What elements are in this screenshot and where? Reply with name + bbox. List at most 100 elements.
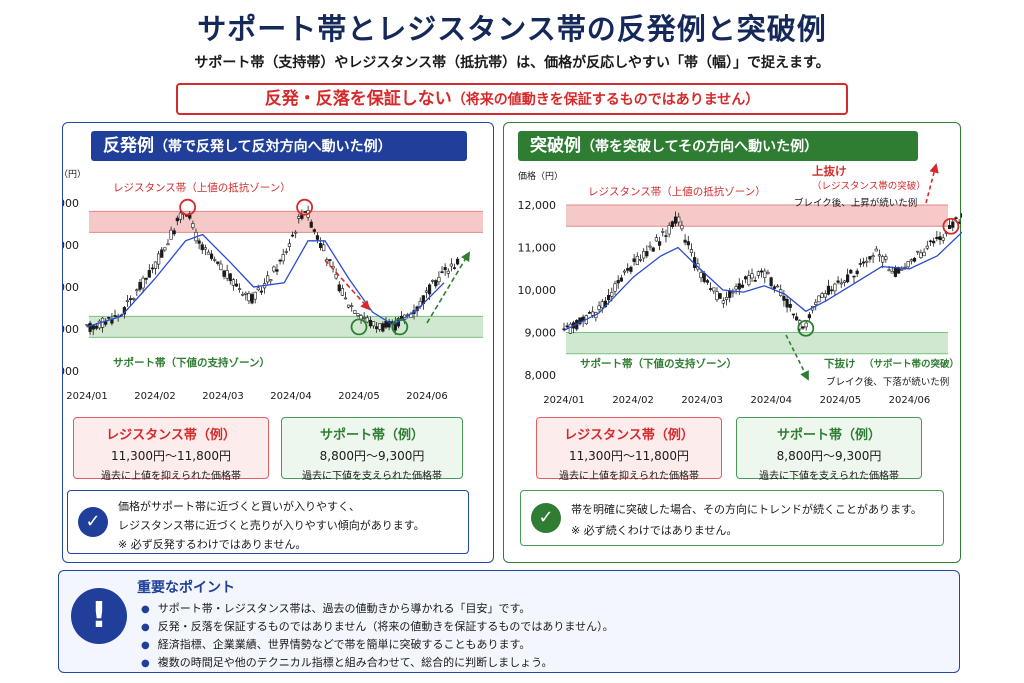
- candle-body: [932, 240, 936, 244]
- candle-body: [645, 251, 649, 257]
- candle-body: [166, 243, 170, 246]
- key-point-item: 複数の時間足や他のテクニカル指標と組み合わせて、総合的に判断しましょう。: [141, 654, 553, 670]
- candle-body: [216, 261, 220, 264]
- candle-body: [85, 324, 89, 326]
- candle-body: [763, 270, 767, 278]
- candle-body: [731, 291, 735, 294]
- candle-body: [440, 271, 444, 273]
- candle-body: [871, 255, 875, 257]
- candle-body: [269, 279, 273, 282]
- candle-body: [250, 294, 254, 304]
- candle-body: [900, 269, 904, 271]
- x-tick-label: 2024/03: [202, 391, 244, 402]
- candle-body: [626, 268, 630, 271]
- resistance-box-title: レジスタンス帯（例）: [564, 428, 694, 443]
- candle-body: [874, 248, 878, 252]
- candle-body: [434, 280, 438, 287]
- key-point-item: 経済指標、企業業績、世界情勢などで帯を簡単に突破することもあります。: [141, 636, 531, 652]
- rebound-support-box: サポート帯（例） 8,800円〜9,300円 過去に下値を支えられた価格帯: [281, 417, 463, 482]
- candle-body: [125, 300, 130, 303]
- candle-body: [113, 315, 117, 317]
- candle-body: [356, 313, 360, 316]
- candle-body: [788, 304, 792, 308]
- candle-body: [591, 311, 595, 316]
- rebound-note: ✓ 価格がサポート帯に近づくと買いが入りやすく、 レジスタンス帯に近づくと売りが…: [67, 490, 469, 554]
- candle-body: [328, 259, 332, 261]
- candle-body: [826, 285, 831, 295]
- candle-body: [138, 282, 142, 290]
- candle-body: [769, 277, 773, 287]
- candle-body: [350, 305, 354, 307]
- candle-body: [772, 286, 776, 289]
- resistance-band: [89, 211, 483, 233]
- breakout-down-desc: ブレイク後、下落が続いた例: [826, 376, 949, 388]
- resistance-band-label: レジスタンス帯（上値の抵抗ゾーン）: [113, 181, 291, 194]
- y-tick-label: 11,000: [63, 239, 79, 252]
- candle-body: [597, 305, 601, 310]
- support-band: [89, 316, 483, 338]
- x-tick-label: 2024/05: [820, 395, 862, 406]
- candle-body: [135, 289, 139, 292]
- breakout-heading-sub: （帯を突破してその方向へ動いた例）: [581, 139, 819, 155]
- candle-body: [667, 225, 671, 235]
- moving-average-line: [563, 231, 962, 331]
- support-box-title: サポート帯（例）: [776, 428, 881, 443]
- support-box-title: サポート帯（例）: [319, 428, 424, 443]
- candle-body: [443, 267, 447, 271]
- candle-body: [689, 249, 694, 253]
- reaction-point-circle: [942, 217, 960, 235]
- reaction-point-circle: [797, 319, 815, 337]
- x-tick-label: 2024/01: [543, 395, 585, 406]
- candle-body: [724, 297, 729, 300]
- x-tick-label: 2024/04: [270, 391, 312, 402]
- candle-body: [718, 293, 722, 299]
- candle-body: [259, 290, 264, 293]
- breakout-down-sub: （サポート帯の突破）: [864, 358, 959, 370]
- breakout-up-desc: ブレイク後、上昇が続いた例: [794, 197, 917, 209]
- candle-body: [673, 216, 678, 224]
- candle-body: [132, 298, 136, 300]
- candle-body: [941, 237, 945, 241]
- candle-body: [654, 237, 659, 242]
- y-axis-label: 価格（円）: [63, 168, 86, 180]
- candle-body: [343, 297, 348, 300]
- candle-body: [842, 280, 847, 283]
- candle-body: [775, 285, 780, 288]
- rise-arrow: [426, 251, 470, 324]
- candle-body: [839, 282, 843, 285]
- breakout-up-label: 上抜け: [812, 164, 847, 178]
- candle-body: [141, 277, 145, 289]
- warning-banner: 反発・反落を保証しない（将来の値動きを保証するものではありません）: [176, 83, 848, 115]
- page-title: サポート帯とレジスタンス帯の反発例と突破例: [197, 12, 827, 46]
- candle-body: [795, 316, 799, 321]
- breakout-down-arrow: [785, 334, 809, 381]
- rebound-note-line: レジスタンス帯に近づくと売りが入りやすい傾向があります。: [118, 519, 425, 532]
- candle-body: [753, 279, 757, 282]
- candle-body: [431, 280, 435, 282]
- candle-body: [424, 290, 429, 293]
- y-tick-label: 9,000: [525, 327, 557, 340]
- breakout-heading-main: 突破例: [530, 136, 581, 156]
- breakout-support-box: サポート帯（例） 8,800円〜9,300円 過去に下値を支えられた価格帯: [736, 417, 922, 482]
- resistance-box-range: 11,300円〜11,800円: [569, 449, 689, 463]
- candle-body: [916, 250, 920, 253]
- candle-body: [705, 280, 710, 283]
- x-tick-label: 2024/04: [750, 395, 792, 406]
- x-tick-label: 2024/01: [66, 391, 108, 402]
- candle-body: [728, 290, 732, 298]
- candle-body: [613, 283, 617, 292]
- candle-body: [231, 279, 235, 286]
- candle-body: [375, 326, 379, 330]
- rebound-note-line: 価格がサポート帯に近づくと買いが入りやすく、: [118, 500, 360, 513]
- y-axis-label: 価格（円）: [518, 170, 563, 182]
- candle-body: [680, 225, 684, 230]
- candle-body: [353, 310, 357, 314]
- candle-body: [747, 275, 751, 286]
- candle-body: [287, 243, 292, 247]
- candle-body: [565, 325, 569, 328]
- candle-body: [160, 249, 164, 258]
- y-tick-label: 8,000: [525, 369, 557, 382]
- candle-body: [303, 211, 307, 213]
- candle-body: [607, 295, 611, 301]
- candle-body: [909, 259, 913, 262]
